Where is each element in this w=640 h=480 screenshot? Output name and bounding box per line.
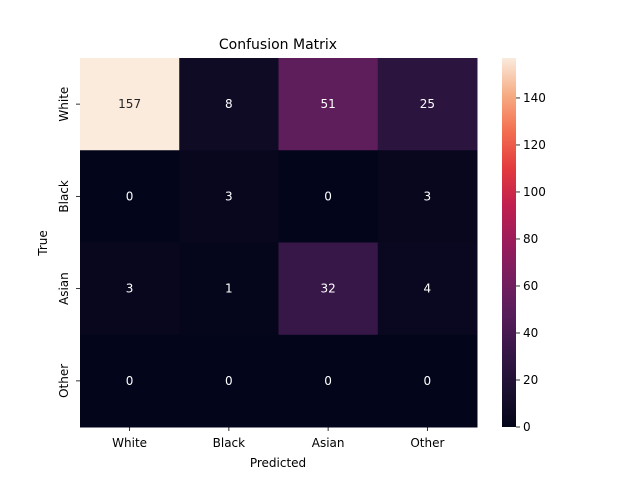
cell-value-label: 51 [320, 97, 335, 111]
heatmap-cell [278, 58, 379, 151]
x-tick-label: Black [213, 436, 246, 450]
heatmap-cell [80, 58, 180, 151]
colorbar-tick-label: 120 [523, 138, 546, 152]
cell-value-label: 0 [225, 374, 233, 388]
heatmap-cell [80, 150, 180, 243]
x-tick-label: White [112, 436, 147, 450]
x-tick-label: Asian [312, 436, 345, 450]
colorbar-tick-label: 100 [523, 185, 546, 199]
heatmap-cell [179, 58, 279, 151]
cell-value-label: 157 [118, 97, 141, 111]
colorbar-tick-label: 140 [523, 91, 546, 105]
cell-value-label: 0 [126, 189, 134, 203]
y-tick-label: Black [57, 180, 71, 213]
heatmap-cell [80, 334, 180, 428]
chart-title: Confusion Matrix [219, 37, 337, 53]
colorbar-tick-label: 80 [523, 232, 538, 246]
heatmap-cell [377, 334, 478, 428]
cell-value-label: 3 [424, 189, 432, 203]
cell-value-label: 0 [324, 374, 332, 388]
heatmap-cell [377, 58, 478, 151]
heatmap-cell [179, 242, 279, 336]
cell-value-label: 0 [424, 374, 432, 388]
cell-value-label: 3 [225, 189, 233, 203]
heatmap-cell [179, 150, 279, 243]
x-axis-ticks: White Black Asian Other [112, 427, 444, 450]
y-tick-label: Other [57, 364, 71, 398]
colorbar-tick-label: 0 [523, 420, 531, 434]
heatmap-cell [278, 334, 379, 428]
heatmap-cell [179, 334, 279, 428]
heatmap-cell [278, 242, 379, 336]
heatmap-cell-labels: 157 8 51 25 0 3 0 3 3 1 32 4 0 0 0 0 [118, 97, 435, 388]
y-tick-label: Asian [57, 272, 71, 305]
cell-value-label: 32 [320, 282, 335, 296]
cell-value-label: 3 [126, 282, 134, 296]
x-axis-label: Predicted [250, 456, 306, 470]
cell-value-label: 0 [126, 374, 134, 388]
colorbar-tick-label: 20 [523, 373, 538, 387]
y-axis-ticks: White Black Asian Other [57, 87, 80, 398]
heatmap-cell [377, 150, 478, 243]
cell-value-label: 4 [424, 282, 432, 296]
heatmap-cell [377, 242, 478, 336]
y-axis-label: True [36, 230, 50, 257]
cell-value-label: 0 [324, 189, 332, 203]
colorbar-tick-label: 40 [523, 326, 538, 340]
cell-value-label: 1 [225, 282, 233, 296]
y-tick-label: White [57, 87, 71, 122]
heatmap-cell [278, 150, 379, 243]
colorbar-ticks: 0 20 40 60 80 100 120 140 [516, 91, 546, 434]
colorbar [502, 58, 516, 427]
cell-value-label: 8 [225, 97, 233, 111]
heatmap-cells [80, 58, 478, 428]
x-tick-label: Other [410, 436, 444, 450]
cell-value-label: 25 [420, 97, 435, 111]
heatmap-cell [80, 242, 180, 336]
colorbar-tick-label: 60 [523, 279, 538, 293]
